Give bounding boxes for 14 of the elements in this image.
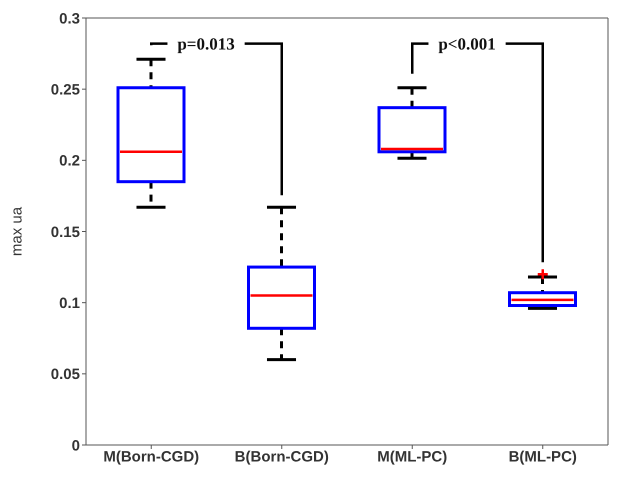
x-tick-label: B(ML-PC) <box>508 448 577 466</box>
x-tick-label: M(ML-PC) <box>377 448 448 466</box>
y-tick-label: 0.15 <box>50 224 80 241</box>
x-tick-label: M(Born-CGD) <box>103 448 200 466</box>
annotation: p<0.001 <box>438 34 496 54</box>
y-tick-label: 0.25 <box>50 81 80 98</box>
y-tick-label: 0.3 <box>59 10 80 28</box>
y-tick-label: 0 <box>72 437 80 454</box>
y-tick-label: 0.1 <box>59 294 80 312</box>
y-tick-label: 0.05 <box>50 366 80 384</box>
y-axis-title: max ua <box>8 206 26 256</box>
x-tick-label: B(Born-CGD) <box>234 448 329 466</box>
y-tick-label: 0.2 <box>59 152 80 170</box>
annotation: p=0.013 <box>177 34 235 54</box>
